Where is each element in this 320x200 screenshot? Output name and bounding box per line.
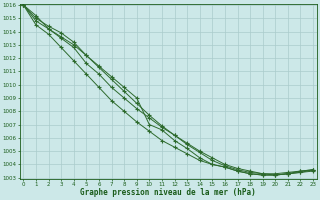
X-axis label: Graphe pression niveau de la mer (hPa): Graphe pression niveau de la mer (hPa)	[80, 188, 256, 197]
